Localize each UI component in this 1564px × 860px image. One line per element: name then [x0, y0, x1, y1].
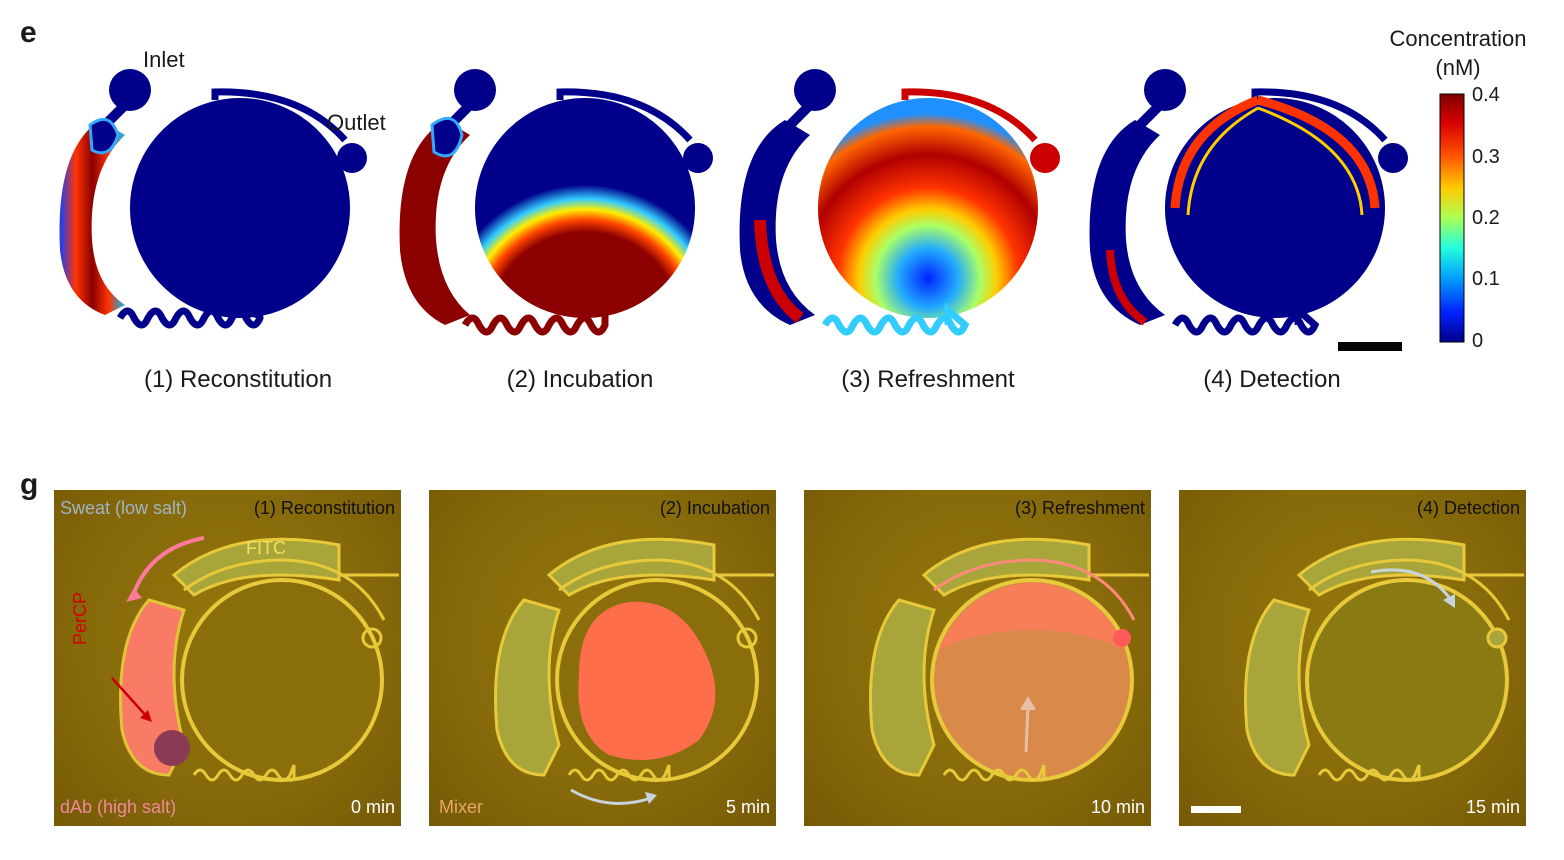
photo-reconstitution: (1) Reconstitution Sweat (low salt) FITC…	[54, 490, 401, 826]
photo-title: (3) Refreshment	[1014, 498, 1145, 518]
simulation-panels	[59, 69, 1465, 351]
label-mixer: Mixer	[439, 797, 483, 817]
caption-detection: (4) Detection	[1203, 366, 1341, 393]
photo-title: (1) Reconstitution	[253, 498, 395, 518]
colorbar-tick: 0.2	[1472, 207, 1500, 229]
colorbar-tick: 0.3	[1472, 146, 1500, 168]
device-drawing	[494, 537, 774, 805]
photo-refreshment: (3) Refreshment 10 min	[804, 490, 1151, 826]
photo-title: (4) Detection	[1416, 498, 1520, 518]
colorbar-title-line1: Concentration	[1389, 26, 1527, 51]
label-percp: PerCP	[70, 591, 90, 645]
photo-time: 0 min	[350, 797, 395, 817]
sim-detection	[1089, 69, 1408, 336]
caption-reconstitution: (1) Reconstitution	[143, 366, 333, 393]
photo-time: 5 min	[725, 797, 770, 817]
label-outlet: Outlet	[327, 110, 386, 135]
device-drawing	[111, 536, 399, 782]
sim-refreshment	[739, 69, 1060, 336]
device-drawing	[869, 537, 1149, 782]
panel-letter-g: g	[20, 468, 39, 501]
panel-letter-e: e	[20, 16, 37, 49]
photo-detection: (4) Detection 15 min	[1179, 490, 1526, 826]
colorbar	[1439, 93, 1465, 343]
scale-bar-e	[1338, 342, 1402, 351]
label-dab: dAb (high salt)	[60, 797, 177, 817]
colorbar-tick: 0.4	[1472, 84, 1500, 106]
label-sweat: Sweat (low salt)	[60, 498, 188, 518]
sim-reconstitution	[59, 69, 367, 329]
caption-incubation: (2) Incubation	[506, 366, 654, 393]
colorbar-title-line2: (nM)	[1435, 55, 1481, 80]
caption-refreshment: (3) Refreshment	[841, 366, 1015, 393]
sim-incubation	[399, 69, 713, 336]
scale-bar-g	[1191, 806, 1241, 813]
colorbar-tick: 0.1	[1472, 268, 1500, 290]
photo-time: 10 min	[1090, 797, 1145, 817]
label-inlet: Inlet	[143, 47, 185, 72]
photo-title: (2) Incubation	[659, 498, 770, 518]
label-fitc: FITC	[246, 538, 286, 558]
device-drawing	[1191, 537, 1524, 813]
colorbar-tick: 0	[1472, 330, 1484, 352]
photo-incubation: (2) Incubation Mixer 5 min	[429, 490, 776, 826]
photo-time: 15 min	[1465, 797, 1520, 817]
